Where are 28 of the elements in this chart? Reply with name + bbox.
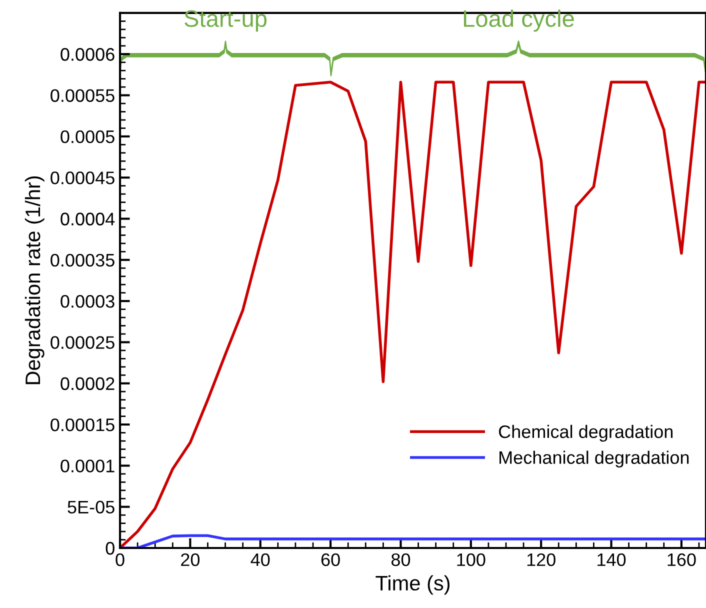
y-tick-label: 0.00035 xyxy=(50,254,114,267)
x-tick-label: 0 xyxy=(116,553,124,566)
x-tick-label: 160 xyxy=(668,553,696,566)
y-tick-label: 5E-05 xyxy=(68,500,114,514)
y-tick-label: 0.00015 xyxy=(50,418,114,432)
annotation: Start-up xyxy=(184,10,267,32)
legend-label: Mechanical degradation xyxy=(500,450,689,468)
x-tick-label: 60 xyxy=(321,553,340,566)
y-tick-label: 0.0004 xyxy=(60,212,115,226)
y-tick-label: 0.0003 xyxy=(60,294,114,308)
y-tick-label: 0.00025 xyxy=(50,336,114,349)
y-tick-label: 0.00055 xyxy=(50,89,114,102)
annotation: Load cycle xyxy=(464,10,574,32)
x-tick-label: 120 xyxy=(527,553,556,566)
y-axis-title: Degradation rate (1/hr) xyxy=(24,176,44,384)
legend-label: Chemical degradation xyxy=(498,424,673,442)
y-tick-label: 0 xyxy=(106,542,114,555)
y-tick-label: 0.00045 xyxy=(50,172,114,184)
x-tick-label: 20 xyxy=(181,553,200,566)
y-tick-label: 0.0005 xyxy=(60,130,114,144)
x-tick-label: 80 xyxy=(391,553,410,566)
x-tick-label: 100 xyxy=(457,553,486,566)
x-axis-title: Time (s) xyxy=(376,575,450,595)
y-tick-label: 0.0002 xyxy=(60,377,114,390)
x-tick-label: 40 xyxy=(250,553,270,566)
y-tick-label: 0.0006 xyxy=(60,48,114,61)
x-tick-label: 140 xyxy=(598,553,626,566)
y-tick-label: 0.0001 xyxy=(60,460,114,472)
